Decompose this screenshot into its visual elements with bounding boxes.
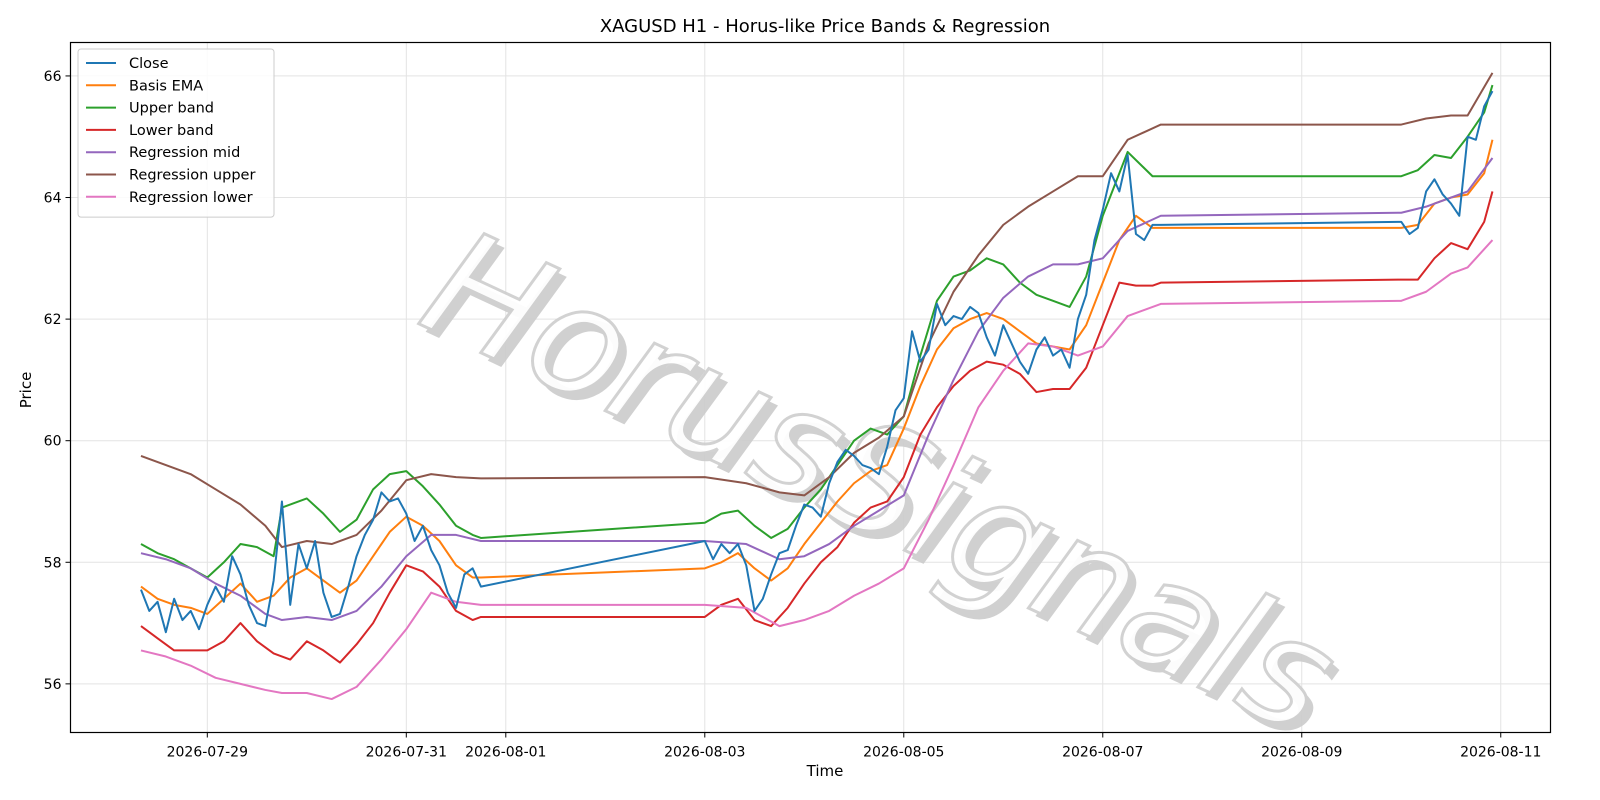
series-line-basis-ema <box>140 139 1494 615</box>
x-tick-label: 2026-08-03 <box>664 745 745 761</box>
series-line-regression-lower <box>140 239 1494 701</box>
plot-frame <box>69 41 1552 734</box>
chart-title: XAGUSD H1 - Horus-like Price Bands & Reg… <box>600 16 1050 37</box>
y-tick-label: 58 <box>44 555 62 571</box>
legend-label: Regression upper <box>129 168 255 184</box>
x-axis-ticks: 2026-07-29 2026-07-31 2026-08-01 2026-08-03… <box>167 732 1541 761</box>
series-line-upper-band <box>140 84 1494 579</box>
legend-label: Upper band <box>129 101 214 117</box>
legend-box <box>77 48 275 218</box>
y-tick-label: 66 <box>44 69 62 85</box>
x-tick-label: 2026-07-31 <box>366 745 447 761</box>
grid-lines <box>70 42 1551 733</box>
x-axis-title: Time <box>806 762 844 780</box>
series-lines <box>140 72 1494 701</box>
x-tick-label: 2026-08-11 <box>1460 745 1541 761</box>
legend-label: Basis EMA <box>129 78 203 94</box>
legend-label: Lower band <box>129 123 214 139</box>
x-tick-label: 2026-08-07 <box>1062 745 1143 761</box>
x-tick-label: 2026-07-29 <box>167 745 248 761</box>
legend-label: Regression lower <box>129 190 253 206</box>
series-line-close <box>140 90 1494 634</box>
x-tick-label: 2026-08-09 <box>1261 745 1342 761</box>
y-tick-label: 56 <box>44 677 62 693</box>
series-line-lower-band <box>140 191 1494 664</box>
legend-label: Regression mid <box>129 145 240 161</box>
x-tick-label: 2026-08-01 <box>465 745 546 761</box>
legend: Close Basis EMA Upper band Lower band Regres… <box>77 48 275 218</box>
y-tick-label: 62 <box>44 312 62 328</box>
y-tick-label: 60 <box>44 434 62 450</box>
y-axis-ticks: 56 58 60 62 64 66 <box>44 69 71 693</box>
y-tick-label: 64 <box>44 191 62 207</box>
x-tick-label: 2026-08-05 <box>863 745 944 761</box>
y-axis-title: Price <box>17 372 35 409</box>
legend-label: Close <box>129 56 169 72</box>
series-line-regression-mid <box>140 157 1494 622</box>
